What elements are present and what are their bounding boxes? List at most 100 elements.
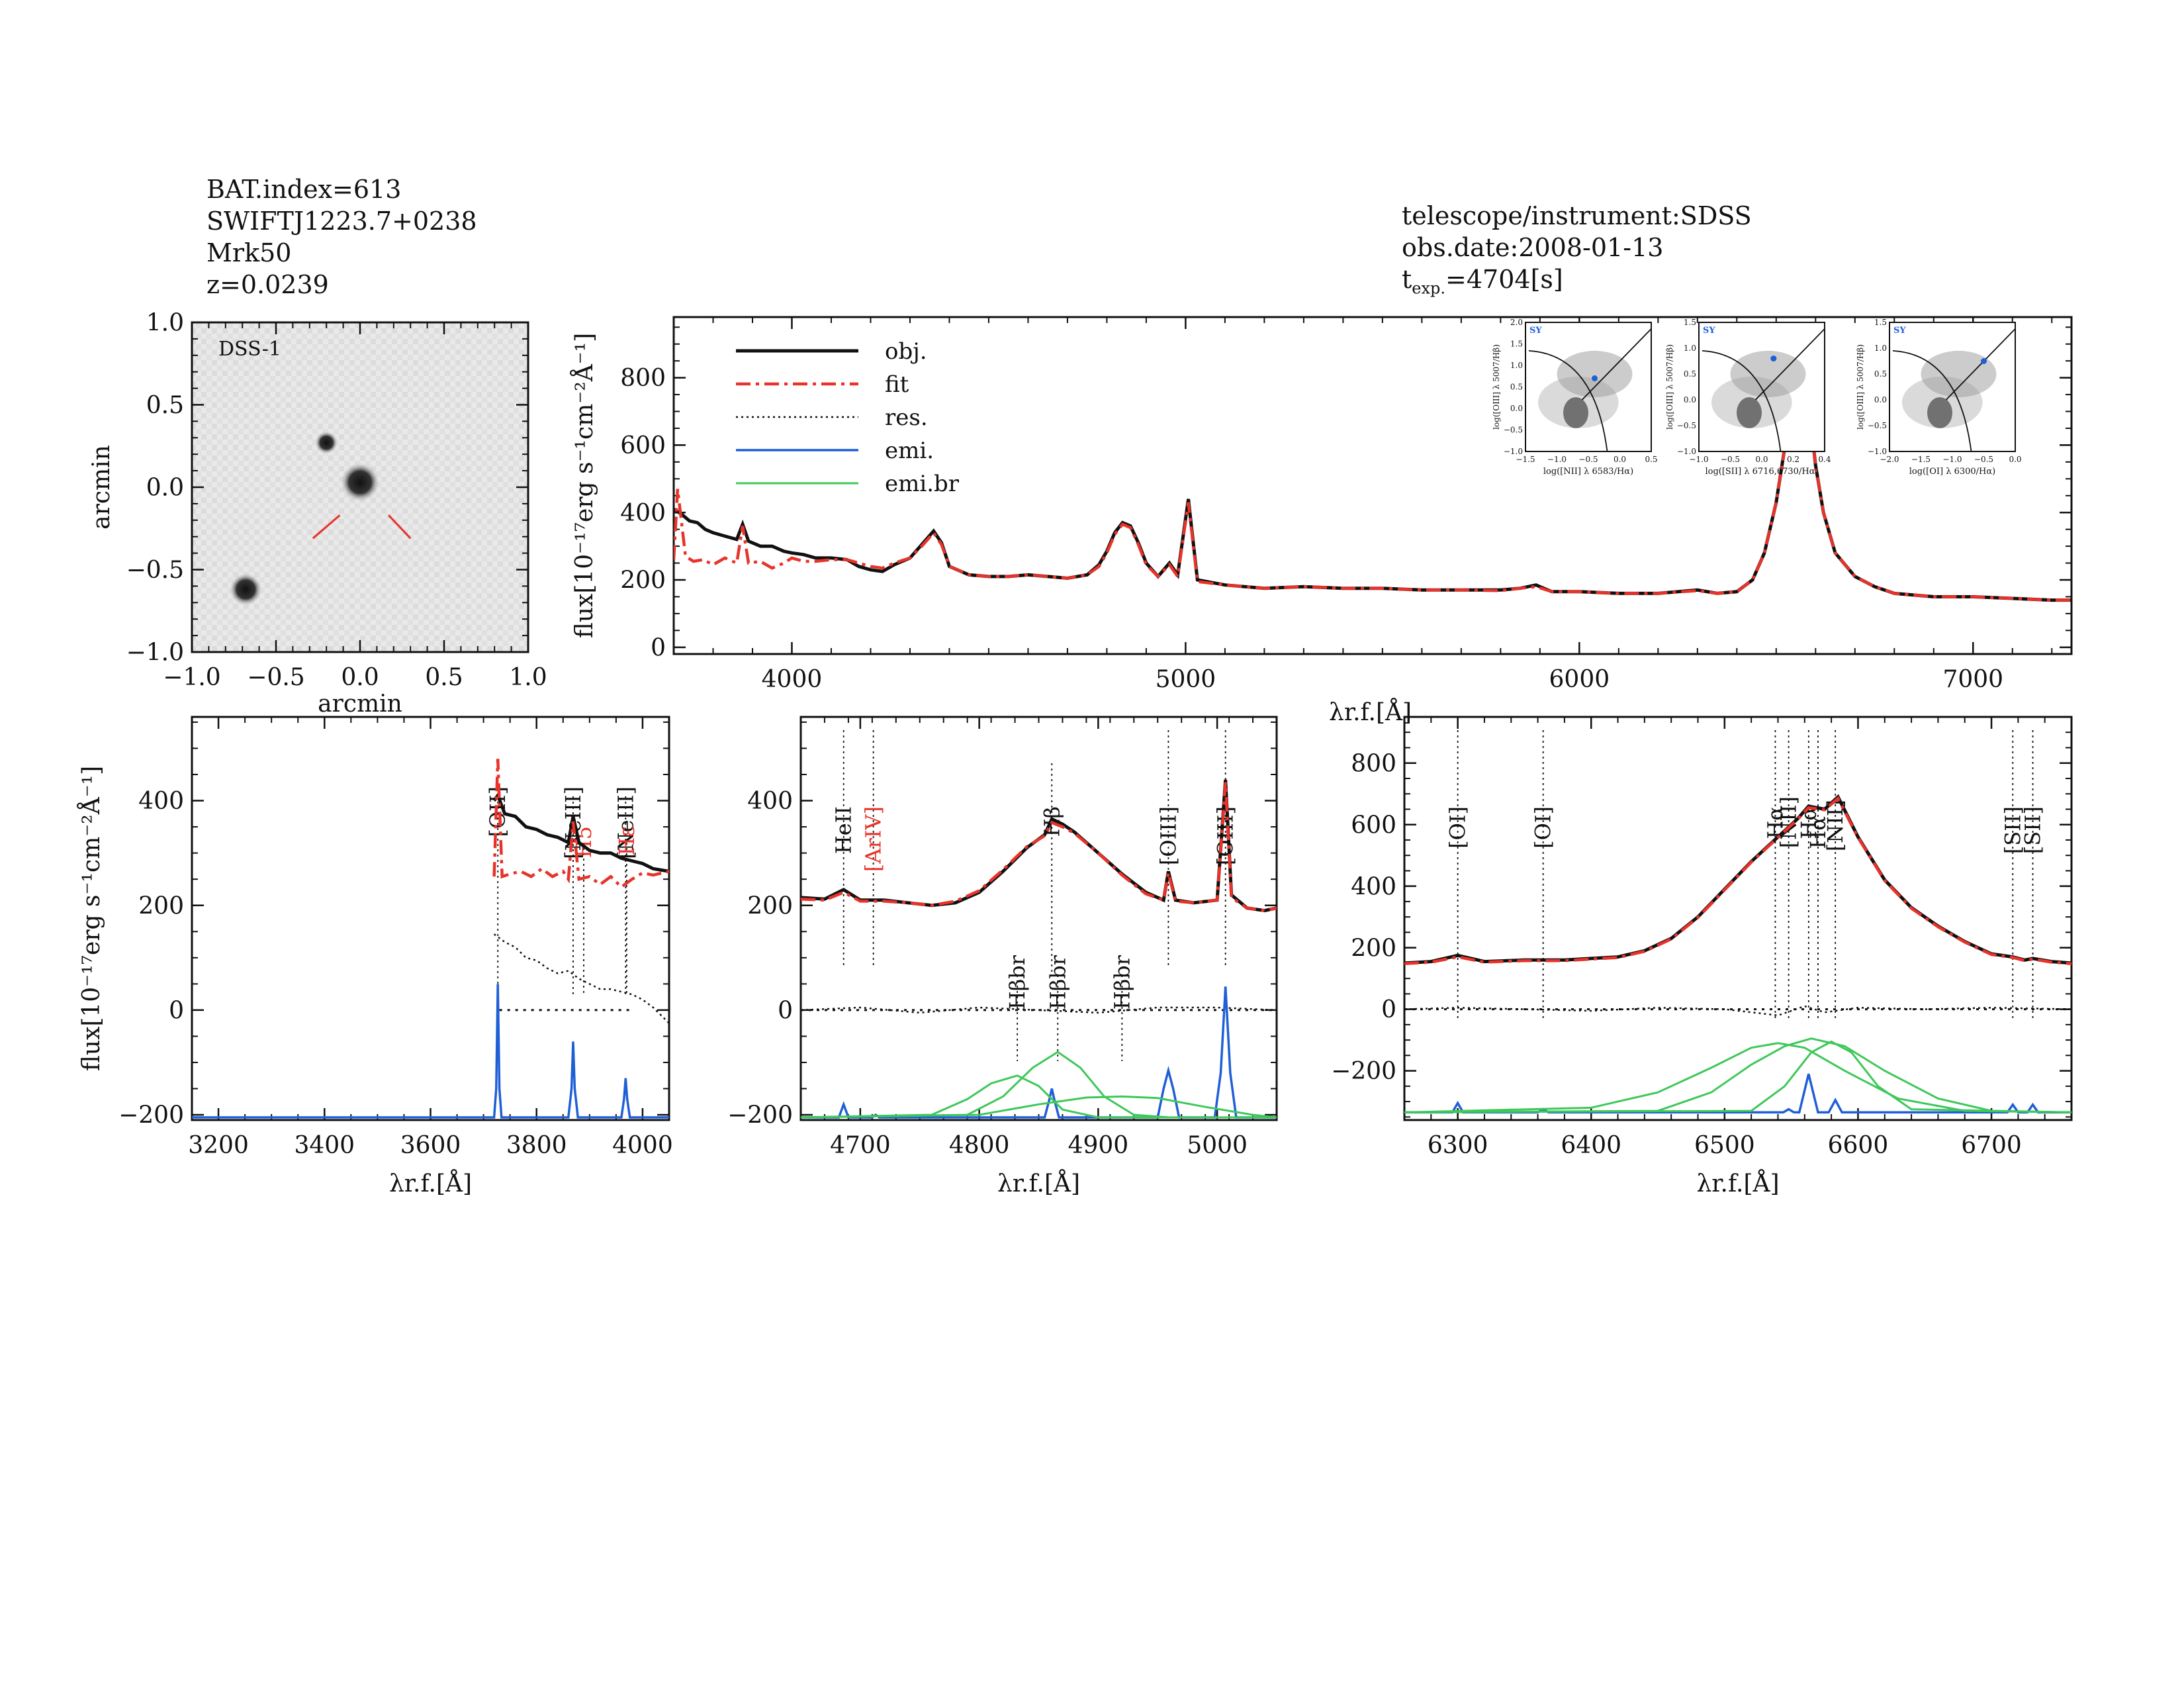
- bpt-x-tick-label: 0.2: [1787, 455, 1799, 464]
- bpt-x-tick-label: −1.5: [1516, 455, 1535, 464]
- x-tick-label: 6400: [1561, 1132, 1621, 1159]
- bpt-x-tick-label: −0.5: [1974, 455, 1993, 464]
- bpt-x-tick-label: 0.0: [1755, 455, 1768, 464]
- bpt-y-tick-label: 1.0: [1510, 361, 1523, 370]
- axis-ticks: −1.0 −0.5 0.0 0.5 1.0 −1.0 −0.5 0.0 0.5 1.0: [126, 310, 547, 691]
- bpt-ylabel: log([OIII] λ 5007/Hβ): [1665, 344, 1674, 430]
- bpt-curve: [1528, 350, 1608, 452]
- line-label: [OI]: [1445, 806, 1471, 849]
- bpt-xlabel: log([OI] λ 6300/Hα): [1909, 467, 1995, 477]
- x-tick-label: 6000: [1549, 666, 1610, 693]
- x-tick-label: 6700: [1961, 1132, 2022, 1159]
- bpt-density: [1927, 397, 1952, 428]
- x-tick-label: 0.0: [341, 664, 379, 691]
- emission-series: [801, 986, 1277, 1119]
- bpt-ylabel: log([OIII] λ 5007/Hβ): [1492, 344, 1501, 430]
- axis-ticks: 4000 5000 6000 7000 0 200 400 600 800: [620, 317, 2071, 693]
- y-tick-label: −200: [118, 1102, 184, 1129]
- line-label: HeII: [831, 806, 856, 854]
- dss-source: [314, 430, 338, 455]
- bpt-tag: SY: [1529, 326, 1542, 336]
- x-tick-label: 3800: [506, 1132, 567, 1159]
- broad-emission-series: [801, 1074, 1277, 1119]
- x-tick-label: 7000: [1942, 666, 2003, 693]
- x-tick-label: 6500: [1694, 1132, 1755, 1159]
- bpt-y-tick-label: 0.5: [1684, 369, 1696, 379]
- bpt-density: [1563, 397, 1588, 428]
- broad-emission-series: [1404, 1042, 2071, 1113]
- y-tick-label: 0: [1381, 996, 1396, 1023]
- zoom_halpha-xlabel: λr.f.[Å]: [1696, 1170, 1779, 1197]
- line-label: Hβbr: [1045, 955, 1070, 1009]
- bpt-x-tick-label: −1.0: [1942, 455, 1962, 464]
- x-tick-label: 1.0: [509, 664, 547, 691]
- line-label: [OIII]: [1213, 806, 1238, 865]
- redshift-label: z=0.0239: [206, 270, 329, 299]
- legend-label: obj.: [885, 338, 927, 365]
- bpt-x-tick-label: 0.4: [1818, 455, 1831, 464]
- zoom-oii-ylabel: flux[10⁻¹⁷erg s⁻¹cm⁻²Å⁻¹]: [77, 766, 105, 1071]
- line-label: Hα: [1805, 816, 1831, 849]
- y-tick-label: 400: [138, 788, 184, 815]
- x-tick-label: 4700: [830, 1132, 891, 1159]
- residual-series: [493, 933, 669, 1024]
- line-label: Hα: [1796, 806, 1821, 839]
- obj-series: [492, 792, 669, 873]
- x-tick-label: 5000: [1187, 1132, 1248, 1159]
- target-marker: [312, 514, 341, 539]
- full-spectrum-ylabel: flux[10⁻¹⁷erg s⁻¹cm⁻²Å⁻¹]: [570, 333, 598, 638]
- bpt-tag: SY: [1893, 326, 1906, 336]
- x-tick-label: 6300: [1428, 1132, 1488, 1159]
- dss-ylabel: arcmin: [88, 445, 115, 530]
- line-label: Hε: [614, 826, 639, 855]
- zoom_oii-frame: [191, 716, 670, 1121]
- line-label: [SII]: [2000, 806, 2025, 854]
- bpt-y-tick-label: −1.0: [1677, 447, 1696, 456]
- x-tick-label: −0.5: [247, 664, 304, 691]
- bpt-x-tick-label: −0.5: [1721, 455, 1740, 464]
- residual-series: [801, 1006, 1277, 1014]
- x-tick-label: 0.5: [425, 664, 463, 691]
- exposure-prefix: t: [1402, 265, 1412, 294]
- bpt-density: [1921, 350, 1997, 398]
- bpt-y-tick-label: 2.0: [1510, 318, 1523, 327]
- y-tick-label: −200: [1331, 1058, 1396, 1085]
- bpt-y-tick-label: 1.0: [1874, 344, 1887, 353]
- dss-label: DSS-1: [218, 338, 281, 361]
- bpt-x-tick-label: −1.5: [1911, 455, 1931, 464]
- bpt-density: [1557, 350, 1633, 398]
- bpt-x-tick-label: 0.5: [1645, 455, 1657, 464]
- y-tick-label: 800: [1351, 750, 1396, 777]
- full-spectrum-frame: [672, 316, 2073, 655]
- bpt-density: [1730, 350, 1806, 398]
- y-tick-label: 200: [1351, 935, 1396, 962]
- exposure-value: =4704[s]: [1445, 265, 1563, 294]
- y-tick-label: 1.0: [146, 310, 184, 337]
- bpt-y-tick-label: 0.5: [1874, 369, 1887, 379]
- x-tick-label: 4000: [762, 666, 823, 693]
- bpt-x-tick-label: −1.0: [1689, 455, 1708, 464]
- broad-emission-series: [801, 1051, 1277, 1119]
- x-tick-label: 4000: [612, 1132, 673, 1159]
- bpt-line: [1945, 328, 2016, 400]
- bpt-y-tick-label: 1.0: [1684, 344, 1696, 353]
- x-tick-label: 3400: [294, 1132, 355, 1159]
- zoom_halpha-frame: [1403, 716, 2073, 1121]
- line-label: [NII]: [1776, 796, 1801, 848]
- y-tick-label: 0: [778, 998, 793, 1025]
- y-tick-label: 400: [1351, 873, 1396, 900]
- bpt-xlabel: log([SII] λ 6716,6730/Hα): [1705, 467, 1818, 477]
- bpt-y-tick-label: −1.0: [1868, 447, 1887, 456]
- residual-series: [1404, 1005, 2071, 1017]
- emission-series: [192, 984, 669, 1119]
- line-label: [ArIV]: [861, 806, 886, 872]
- bpt-xlabel: log([NII] λ 6583/Hα): [1543, 467, 1633, 477]
- header-left: BAT.index=613 SWIFTJ1223.7+0238 Mrk50 z=…: [206, 173, 477, 301]
- obj-series: [1404, 794, 2071, 965]
- x-tick-label: 3200: [188, 1132, 249, 1159]
- x-tick-label: 4800: [949, 1132, 1010, 1159]
- bpt-y-tick-label: −0.5: [1504, 426, 1523, 435]
- axis-ticks: 4700 4800 4900 5000 −200 0 200 400: [727, 717, 1277, 1159]
- legend-label: emi.: [885, 438, 934, 464]
